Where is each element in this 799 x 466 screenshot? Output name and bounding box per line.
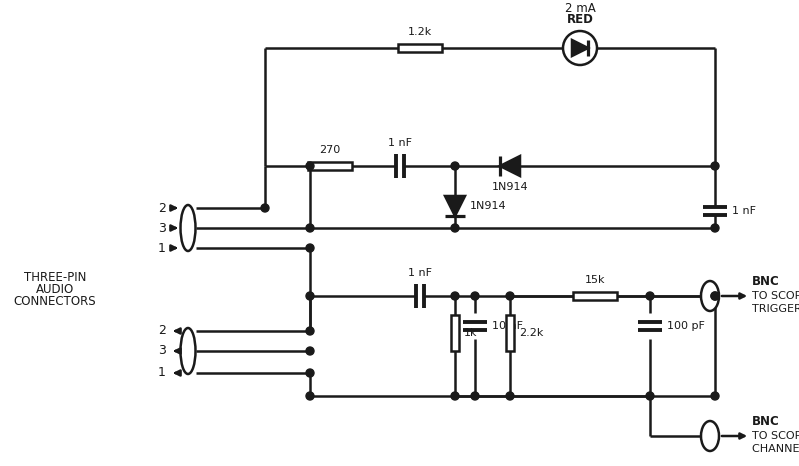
Circle shape xyxy=(711,162,719,170)
Text: 1 nF: 1 nF xyxy=(732,206,756,216)
Text: 3: 3 xyxy=(158,221,166,234)
Circle shape xyxy=(471,392,479,400)
Circle shape xyxy=(471,292,479,300)
Circle shape xyxy=(646,392,654,400)
Bar xyxy=(398,44,442,52)
Text: 1 nF: 1 nF xyxy=(388,138,412,148)
Circle shape xyxy=(506,392,514,400)
Text: 270: 270 xyxy=(320,145,340,155)
Ellipse shape xyxy=(181,205,196,251)
Text: 1.2k: 1.2k xyxy=(407,27,432,37)
Text: 100 pF: 100 pF xyxy=(667,321,705,331)
Ellipse shape xyxy=(701,281,719,311)
Text: 10 nF: 10 nF xyxy=(492,321,523,331)
Bar xyxy=(573,292,617,300)
Text: BNC: BNC xyxy=(752,415,780,428)
Circle shape xyxy=(711,224,719,232)
Polygon shape xyxy=(500,156,520,176)
Circle shape xyxy=(563,31,597,65)
Circle shape xyxy=(306,292,314,300)
Circle shape xyxy=(306,347,314,355)
Circle shape xyxy=(711,392,719,400)
Ellipse shape xyxy=(181,328,196,374)
Circle shape xyxy=(306,162,314,170)
Ellipse shape xyxy=(701,421,719,451)
Text: 1 nF: 1 nF xyxy=(408,268,432,278)
Text: 2: 2 xyxy=(158,201,166,214)
Text: 2 mA: 2 mA xyxy=(565,2,595,15)
Text: 1N914: 1N914 xyxy=(491,182,528,192)
Text: BNC: BNC xyxy=(752,275,780,288)
Text: TO SCOPE: TO SCOPE xyxy=(752,431,799,441)
Bar xyxy=(506,315,514,351)
Circle shape xyxy=(261,204,269,212)
Circle shape xyxy=(646,292,654,300)
Text: 2: 2 xyxy=(158,324,166,337)
Circle shape xyxy=(451,392,459,400)
Text: THREE-PIN: THREE-PIN xyxy=(24,271,86,284)
Circle shape xyxy=(306,244,314,252)
Bar xyxy=(308,162,352,170)
Text: RED: RED xyxy=(566,13,594,26)
Text: 15k: 15k xyxy=(585,275,606,285)
Text: 1: 1 xyxy=(158,366,166,379)
Circle shape xyxy=(506,292,514,300)
Circle shape xyxy=(306,224,314,232)
Text: 1N914: 1N914 xyxy=(470,201,507,211)
Bar xyxy=(451,315,459,351)
Text: 2.2k: 2.2k xyxy=(519,328,543,338)
Text: CONNECTORS: CONNECTORS xyxy=(14,295,97,308)
Circle shape xyxy=(306,392,314,400)
Circle shape xyxy=(306,369,314,377)
Polygon shape xyxy=(572,40,588,56)
Polygon shape xyxy=(445,196,465,216)
Circle shape xyxy=(451,292,459,300)
Text: CHANNEL A: CHANNEL A xyxy=(752,444,799,454)
Text: 1k: 1k xyxy=(464,328,478,338)
Text: 1: 1 xyxy=(158,241,166,254)
Text: 3: 3 xyxy=(158,344,166,357)
Circle shape xyxy=(306,327,314,335)
Circle shape xyxy=(711,292,719,300)
Text: TO SCOPE: TO SCOPE xyxy=(752,291,799,301)
Text: AUDIO: AUDIO xyxy=(36,283,74,296)
Text: TRIGGER: TRIGGER xyxy=(752,304,799,314)
Circle shape xyxy=(711,292,719,300)
Circle shape xyxy=(451,224,459,232)
Circle shape xyxy=(451,162,459,170)
